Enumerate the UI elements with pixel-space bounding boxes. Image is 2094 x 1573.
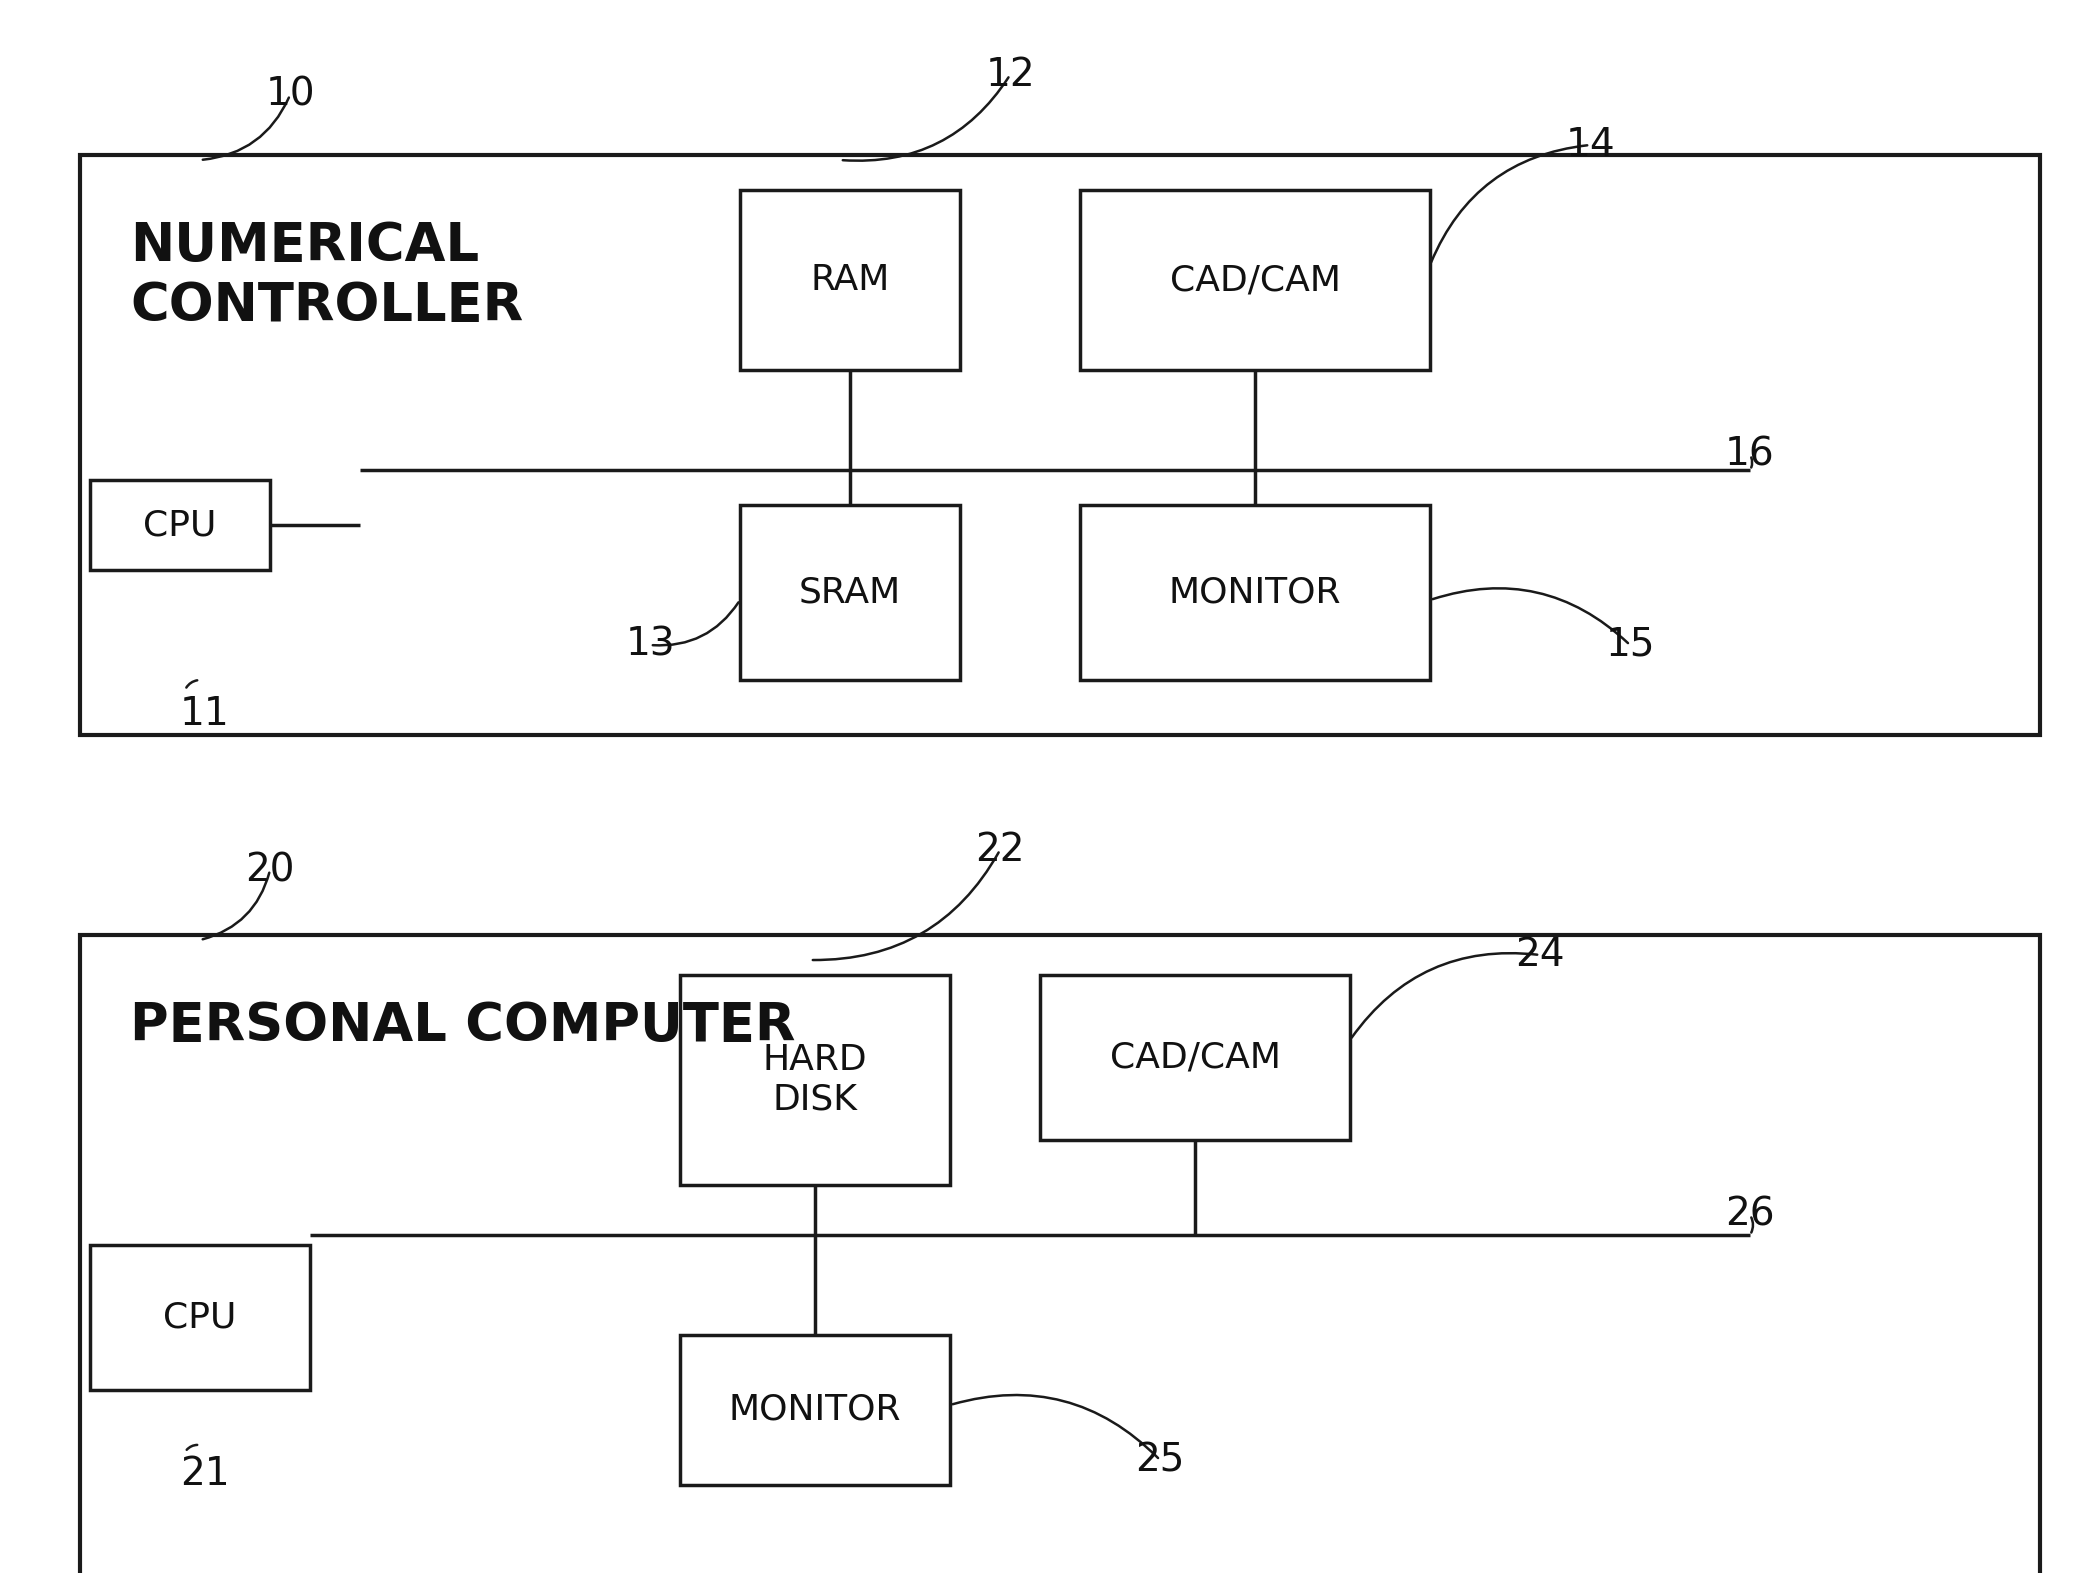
Text: 14: 14 bbox=[1564, 126, 1614, 164]
Text: 15: 15 bbox=[1606, 626, 1654, 664]
Bar bbox=[1081, 505, 1430, 680]
Bar bbox=[1081, 190, 1430, 370]
Bar bbox=[681, 975, 951, 1184]
Text: CPU: CPU bbox=[163, 1301, 237, 1334]
Bar bbox=[681, 1335, 951, 1485]
Text: SRAM: SRAM bbox=[800, 576, 900, 609]
Text: 12: 12 bbox=[984, 57, 1034, 94]
Text: RAM: RAM bbox=[810, 263, 890, 297]
Bar bbox=[739, 190, 959, 370]
Text: 24: 24 bbox=[1516, 936, 1564, 974]
Text: HARD
DISK: HARD DISK bbox=[762, 1043, 867, 1117]
Text: PERSONAL COMPUTER: PERSONAL COMPUTER bbox=[130, 1000, 796, 1052]
Text: NUMERICAL
CONTROLLER: NUMERICAL CONTROLLER bbox=[130, 220, 524, 332]
Text: MONITOR: MONITOR bbox=[1168, 576, 1342, 609]
Text: 16: 16 bbox=[1725, 436, 1776, 473]
Text: 20: 20 bbox=[245, 851, 295, 889]
Bar bbox=[90, 480, 270, 569]
Text: MONITOR: MONITOR bbox=[729, 1394, 900, 1427]
Text: 22: 22 bbox=[976, 831, 1024, 868]
Bar bbox=[80, 156, 2040, 735]
Text: 11: 11 bbox=[180, 695, 230, 733]
Text: 13: 13 bbox=[626, 626, 674, 664]
Bar bbox=[739, 505, 959, 680]
Text: 26: 26 bbox=[1725, 1195, 1776, 1233]
Text: CAD/CAM: CAD/CAM bbox=[1110, 1040, 1282, 1074]
Bar bbox=[1041, 975, 1351, 1140]
Bar bbox=[90, 1244, 310, 1391]
Text: CPU: CPU bbox=[142, 508, 216, 543]
Text: 25: 25 bbox=[1135, 1441, 1185, 1479]
Text: CAD/CAM: CAD/CAM bbox=[1171, 263, 1340, 297]
Text: 10: 10 bbox=[266, 76, 314, 113]
Text: 21: 21 bbox=[180, 1455, 230, 1493]
